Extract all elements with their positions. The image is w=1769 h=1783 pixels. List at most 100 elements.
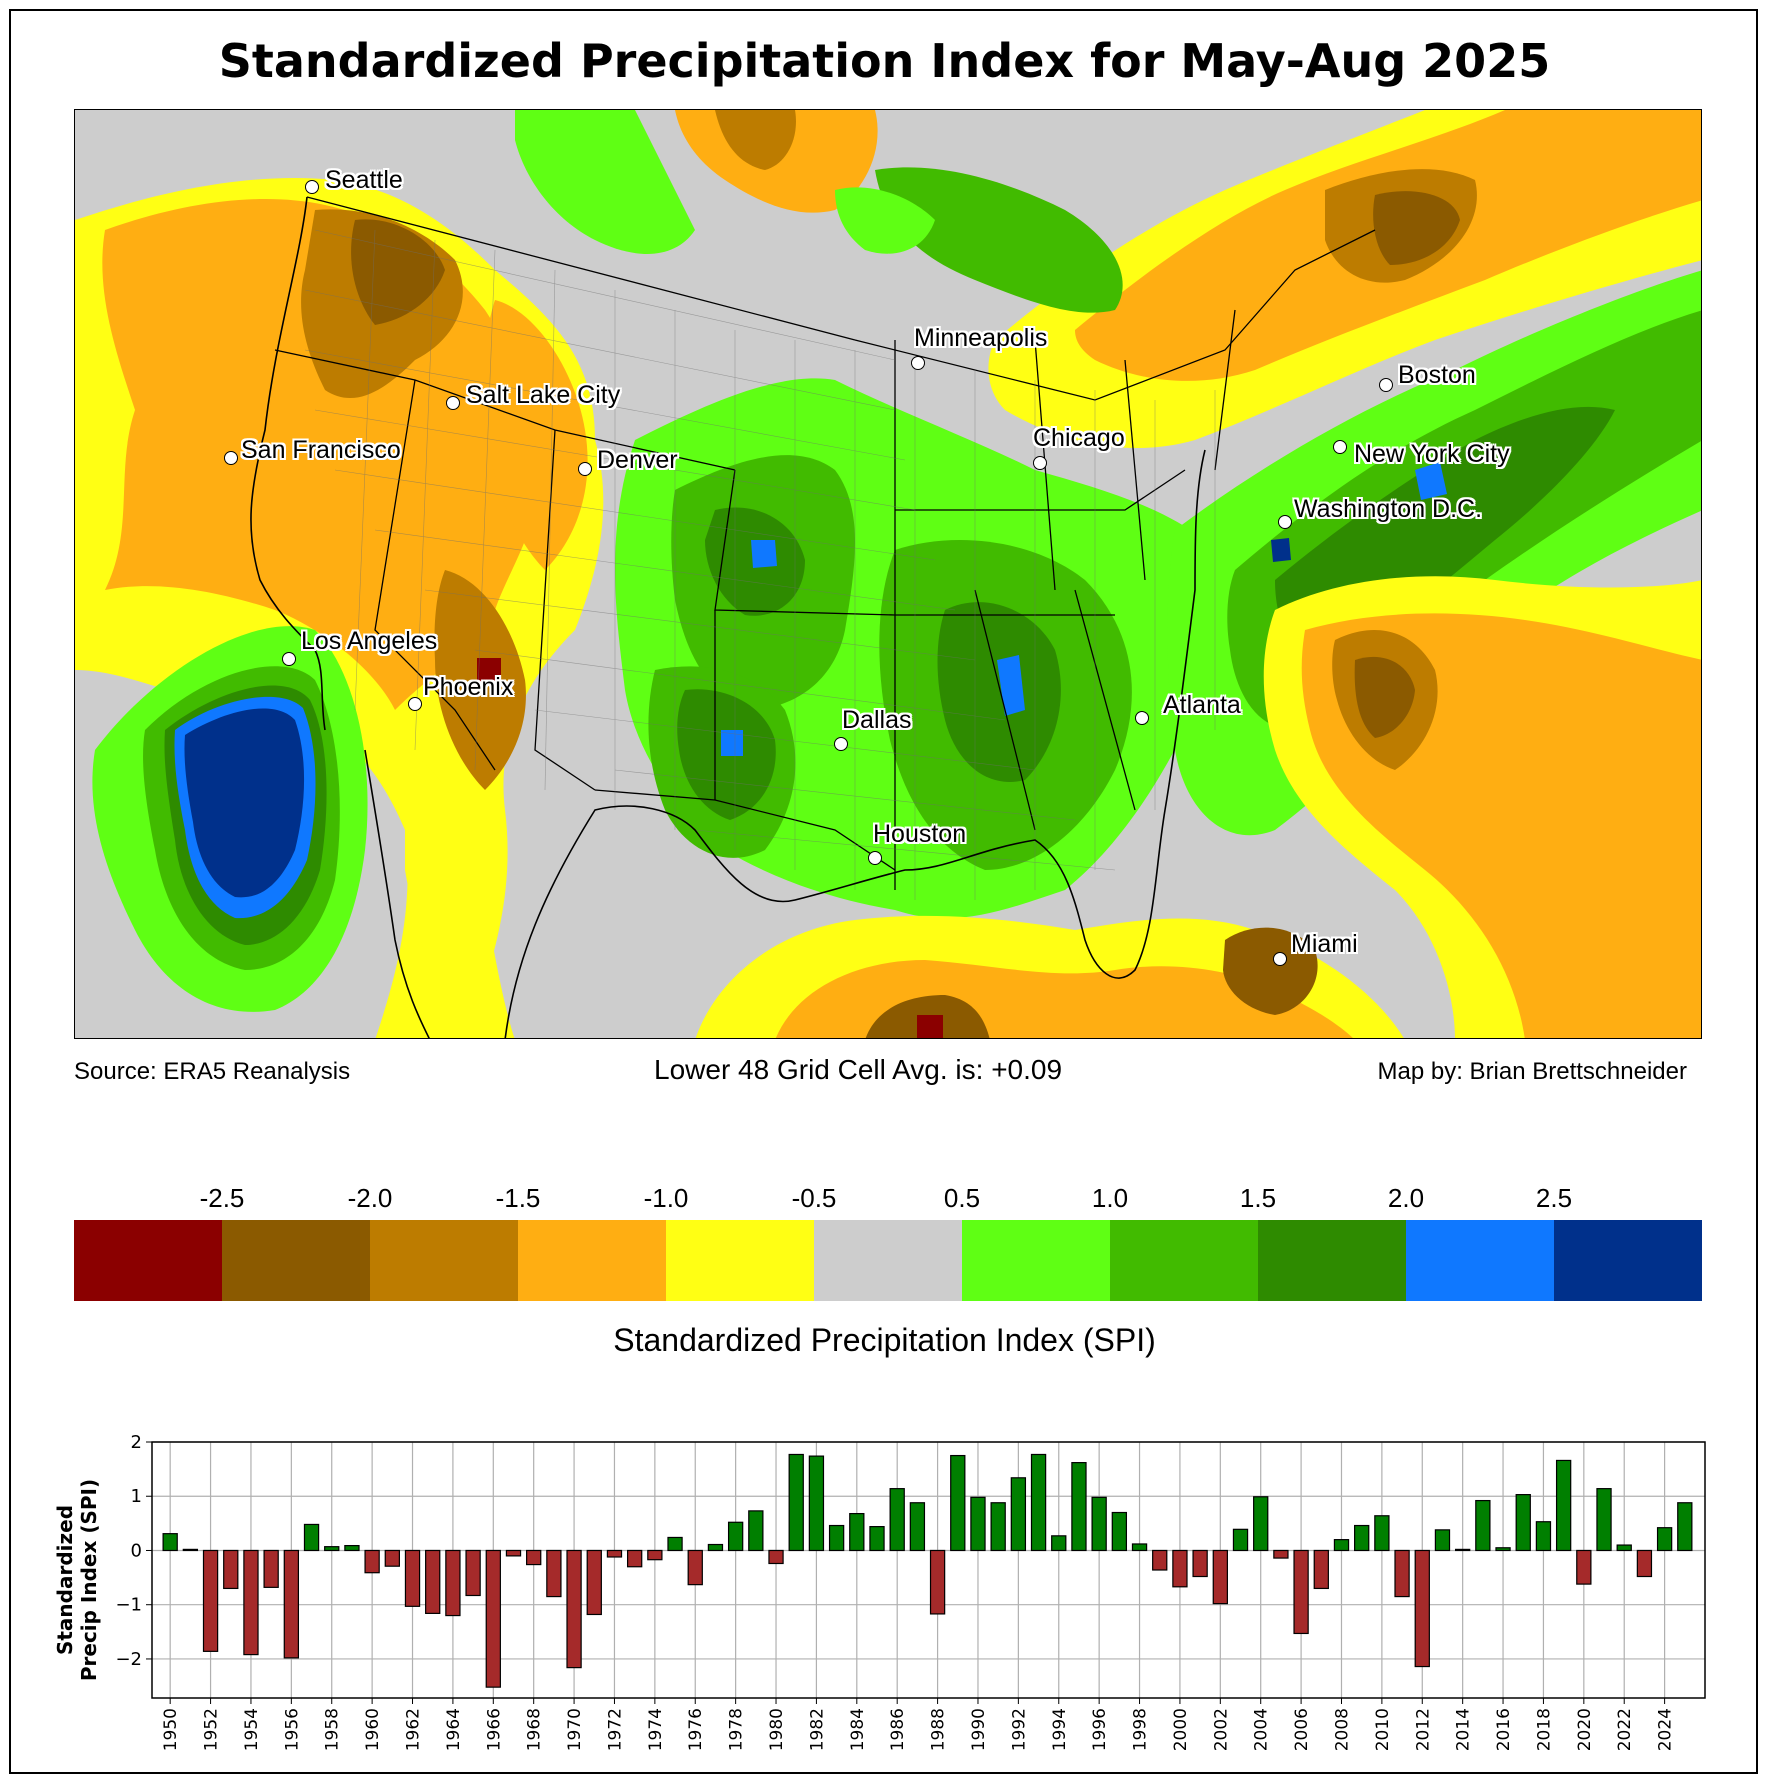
city-marker-seattle <box>305 180 319 194</box>
chart-x-tick-label: 1974 <box>646 1708 666 1751</box>
chart-bar-1983 <box>828 1524 845 1552</box>
colorbar-segment <box>1110 1220 1258 1301</box>
city-label-denver: Denver <box>597 446 678 474</box>
city-marker-atlanta <box>1135 711 1149 725</box>
chart-bar-1952 <box>202 1549 219 1652</box>
state-boundaries <box>274 196 1376 890</box>
chart-bar-1987 <box>909 1502 926 1552</box>
city-marker-minneapolis <box>911 356 925 370</box>
chart-bar-1976 <box>687 1549 703 1586</box>
chart-bar-1972 <box>606 1549 623 1558</box>
chart-bar-2005 <box>1273 1549 1289 1559</box>
chart-x-tick-label: 1962 <box>404 1708 424 1751</box>
chart-x-tick-label: 1980 <box>767 1708 787 1751</box>
map-region-lightgreen-ca-east <box>835 187 935 254</box>
city-label-chicago: Chicago <box>1033 424 1125 452</box>
chart-x-tick-label: 1964 <box>444 1708 464 1751</box>
chart-bar-1988 <box>929 1549 946 1615</box>
chart-x-tick-label: 1990 <box>969 1708 989 1751</box>
chart-bar-1993 <box>1030 1453 1047 1552</box>
chart-x-tick-label: 1986 <box>888 1708 908 1751</box>
chart-bar-1992 <box>1010 1477 1027 1552</box>
colorbar-segment <box>1258 1220 1406 1301</box>
city-marker-new-york-city <box>1333 440 1347 454</box>
chart-bar-2020 <box>1576 1549 1592 1585</box>
city-marker-phoenix <box>408 697 422 711</box>
chart-bar-2025 <box>1677 1502 1693 1552</box>
map-region-red-az <box>477 658 501 682</box>
chart-bar-1998 <box>1131 1543 1148 1552</box>
city-label-seattle: Seattle <box>325 166 403 194</box>
chart-bar-2023 <box>1636 1549 1653 1578</box>
city-marker-washington-dc <box>1278 515 1292 529</box>
chart-bar-1968 <box>526 1549 542 1566</box>
chart-x-tick-label: 2000 <box>1171 1708 1191 1751</box>
chart-bar-1978 <box>727 1521 744 1552</box>
chart-bar-1961 <box>384 1549 400 1567</box>
colorbar-segment <box>222 1220 370 1301</box>
chart-x-tick-label: 1998 <box>1131 1708 1151 1751</box>
city-label-washington-dc: Washington D.C. <box>1294 495 1483 523</box>
chart-y-tick-label: −2 <box>115 1649 142 1670</box>
city-marker-chicago <box>1033 456 1047 470</box>
colorbar <box>74 1220 1702 1301</box>
city-label-san-francisco: San Francisco <box>241 436 401 464</box>
chart-bar-1962 <box>404 1549 421 1607</box>
chart-x-tick-label: 1976 <box>686 1708 706 1751</box>
colorbar-segment <box>518 1220 666 1301</box>
map-region-orange-ut <box>483 300 588 570</box>
city-label-dallas: Dallas <box>842 706 912 734</box>
chart-bar-1964 <box>445 1549 461 1617</box>
county-boundaries <box>304 229 1216 900</box>
map-region-lightgreen-canada <box>515 110 695 254</box>
city-label-phoenix: Phoenix <box>423 673 514 701</box>
grid-average-text: Lower 48 Grid Cell Avg. is: +0.09 <box>654 1054 1063 1085</box>
chart-bar-2004 <box>1253 1496 1269 1552</box>
chart-x-tick-label: 2002 <box>1211 1708 1231 1751</box>
chart-bar-1990 <box>970 1496 986 1552</box>
colorbar-tick-label: 0.5 <box>943 1183 981 1213</box>
chart-bar-1991 <box>990 1502 1006 1552</box>
chart-x-tick-label: 1956 <box>282 1708 302 1751</box>
figure-frame <box>9 9 1758 1774</box>
chart-bar-1959 <box>344 1544 360 1552</box>
chart-bar-2021 <box>1596 1488 1612 1552</box>
chart-y-ticks: 2 1 0 −1 −2 <box>115 1432 152 1670</box>
colorbar-segment <box>1554 1220 1702 1301</box>
chart-y-tick-label: −1 <box>115 1595 142 1616</box>
page-title: Standardized Precipitation Index for May… <box>218 34 1551 88</box>
chart-bar-2014 <box>1454 1548 1471 1552</box>
chart-bar-1960 <box>364 1549 380 1574</box>
map-region-blue-ks <box>751 540 777 568</box>
chart-x-tick-label: 2024 <box>1656 1708 1676 1751</box>
map-region-darkbrown-ns <box>1373 191 1460 265</box>
chart-x-tick-label: 1972 <box>605 1708 625 1751</box>
chart-x-tick-label: 2022 <box>1615 1708 1635 1751</box>
colorbar-segment <box>666 1220 814 1301</box>
chart-bar-1951 <box>182 1548 199 1552</box>
chart-bar-2006 <box>1293 1549 1309 1635</box>
chart-x-tick-label: 2018 <box>1534 1708 1554 1751</box>
chart-x-tick-label: 2012 <box>1413 1708 1433 1751</box>
chart-bar-1957 <box>303 1523 320 1552</box>
city-label-boston: Boston <box>1398 361 1476 389</box>
chart-bar-1965 <box>465 1549 481 1597</box>
map-region-navy-atlantic <box>1271 538 1291 562</box>
colorbar-segment <box>1406 1220 1554 1301</box>
chart-bar-2003 <box>1232 1528 1249 1552</box>
chart-x-tick-label: 2014 <box>1454 1708 1474 1751</box>
chart-bar-2013 <box>1434 1529 1451 1552</box>
chart-bar-1995 <box>1071 1462 1087 1552</box>
source-text: Source: ERA5 Reanalysis <box>74 1058 351 1085</box>
colorbar-segment <box>370 1220 518 1301</box>
map-region-darkbrown-atl-se <box>1354 656 1415 738</box>
chart-ylabel-line1: Standardized <box>53 1505 77 1655</box>
chart-bar-2008 <box>1333 1539 1350 1552</box>
chart-y-tick-label: 2 <box>131 1432 142 1453</box>
chart-bar-1982 <box>808 1455 825 1552</box>
colorbar-tick-label: -1.5 <box>495 1183 541 1213</box>
city-label-miami: Miami <box>1291 930 1358 958</box>
chart-bar-1973 <box>626 1549 643 1568</box>
city-label-houston: Houston <box>873 820 967 848</box>
chart-x-tick-label: 1996 <box>1090 1708 1110 1751</box>
